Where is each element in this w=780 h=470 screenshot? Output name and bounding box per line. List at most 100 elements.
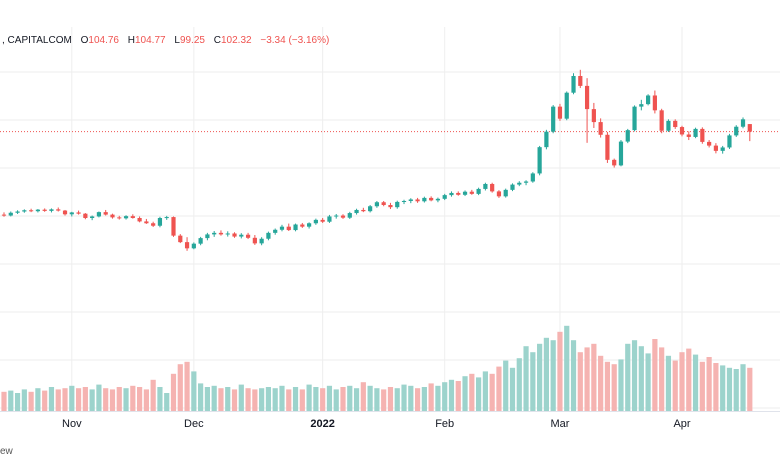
candle-body <box>144 221 149 224</box>
candle-body <box>537 147 542 174</box>
volume-bar <box>8 390 14 411</box>
volume-bar <box>225 387 231 411</box>
volume-bar <box>360 382 366 411</box>
candle-body <box>496 191 502 197</box>
volume-bar <box>509 367 516 411</box>
candle-body <box>517 182 522 185</box>
volume-bar <box>733 369 739 411</box>
volume-bar <box>137 387 143 411</box>
candle-body <box>544 131 549 148</box>
candle-body <box>618 141 624 166</box>
volume-bar <box>706 357 712 411</box>
candle-body <box>476 188 481 194</box>
volume-bar <box>435 385 441 411</box>
candle-body <box>1 214 7 216</box>
volume-bar <box>231 389 238 411</box>
volume-bar <box>116 387 122 411</box>
volume-bar <box>631 340 638 411</box>
volume-bar <box>577 352 583 411</box>
candle-body <box>435 198 441 201</box>
candle-body <box>293 224 298 231</box>
candle-body <box>740 119 746 127</box>
volume-bar <box>564 325 570 411</box>
volume-bar <box>198 383 204 411</box>
candle-body <box>388 205 393 208</box>
volume-bar <box>259 388 265 411</box>
candle-body <box>239 234 244 237</box>
candle-body <box>652 95 657 111</box>
volume-bar <box>306 384 312 411</box>
volume-bar <box>292 387 299 411</box>
candle-body <box>591 109 596 123</box>
volume-bar <box>740 364 746 411</box>
candle-body <box>157 218 163 226</box>
volume-bar <box>130 385 136 411</box>
volume-bar <box>489 373 495 411</box>
volume-bar <box>638 346 644 411</box>
volume-bar <box>374 388 380 411</box>
volume-bar <box>238 384 244 411</box>
candle-body <box>96 212 102 217</box>
candle-body <box>747 124 752 132</box>
legend-open-value: 104.76 <box>88 35 119 46</box>
candle-body <box>279 226 285 230</box>
volume-bar <box>726 367 733 411</box>
volume-bar <box>516 358 522 411</box>
volume-bar <box>157 387 163 411</box>
candle-body <box>252 237 257 244</box>
volume-bar <box>1 391 7 411</box>
candle-body <box>334 215 339 217</box>
candle-body <box>110 214 115 218</box>
candle-body <box>259 238 264 244</box>
candle-body <box>22 210 27 212</box>
volume-bar <box>333 389 339 411</box>
volume-bar <box>164 393 170 411</box>
candle-body <box>523 181 529 183</box>
volume-bar <box>14 393 21 411</box>
volume-bar <box>109 389 116 411</box>
candle-body <box>212 232 217 235</box>
legend-source: , CAPITALCOM <box>2 35 72 46</box>
candle-body <box>462 191 468 195</box>
candle-body <box>164 217 169 219</box>
volume-bar <box>421 387 427 411</box>
volume-bar <box>659 347 665 411</box>
candle-body <box>117 217 122 219</box>
candle-body <box>171 217 176 236</box>
candle-body <box>510 184 515 190</box>
volume-bar <box>584 347 590 411</box>
candle-body <box>286 226 291 231</box>
x-tick-label: Mar <box>550 418 569 430</box>
volume-bar <box>150 379 156 411</box>
candle-body <box>490 183 495 192</box>
volume-bar <box>69 385 75 411</box>
volume-bar <box>42 390 48 411</box>
candle-body <box>123 216 129 219</box>
volume-bar <box>367 385 373 411</box>
volume-bar <box>747 367 753 411</box>
candle-body <box>8 212 13 216</box>
volume-bar <box>204 387 210 411</box>
candle-body <box>205 234 210 239</box>
x-tick-label: Apr <box>673 418 690 430</box>
candle-body <box>734 126 739 136</box>
candle-body <box>178 235 183 243</box>
volume-bar <box>408 385 414 411</box>
volume-bar <box>414 388 421 411</box>
candle-body <box>327 216 332 222</box>
candle-body <box>151 223 156 226</box>
candle-body <box>632 106 637 131</box>
candle-body <box>35 209 40 212</box>
volume-bar <box>191 371 197 411</box>
volume-bar <box>143 389 149 411</box>
volume-bar <box>286 389 292 411</box>
volume-bar <box>645 353 651 411</box>
candle-body <box>130 216 135 219</box>
volume-bar <box>387 387 394 411</box>
x-tick-label: Dec <box>184 418 204 430</box>
volume-bar <box>82 387 88 411</box>
candle-body <box>422 197 427 202</box>
volume-bar <box>442 382 448 411</box>
volume-bar <box>211 385 217 411</box>
